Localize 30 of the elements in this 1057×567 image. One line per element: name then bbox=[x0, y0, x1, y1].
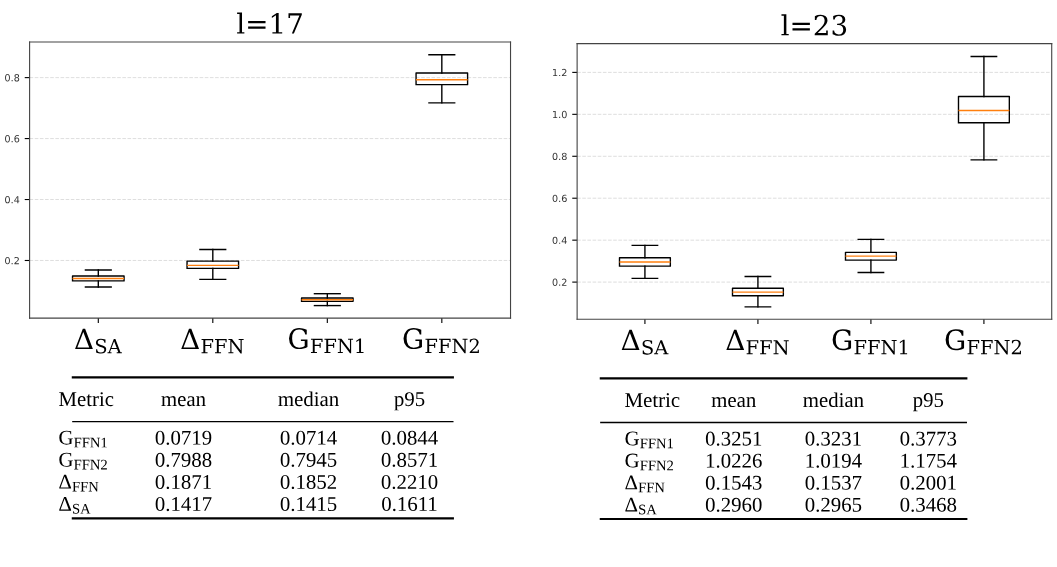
x-tick-label: Δ$_{SA}$ bbox=[75, 328, 122, 354]
text: G$_{FFN2}$ 1.0226 1.0194 1.1754 bbox=[625, 453, 957, 471]
y-tick-label: 1.0 bbox=[553, 110, 567, 119]
text: Δ$_{FFN}$ 0.1543 0.1537 0.2001 bbox=[625, 475, 956, 493]
y-tick-label: 0.4 bbox=[552, 236, 567, 244]
y-tick-label: 0.6 bbox=[552, 194, 567, 203]
text: G$_{FFN1}$ 0.0719 0.0714 0.0844 bbox=[59, 430, 438, 448]
text: G$_{FFN1}$ 0.3251 0.3231 0.3773 bbox=[625, 431, 957, 449]
chart-title: l=23 bbox=[781, 14, 847, 36]
y-tick-label: 0.8 bbox=[5, 74, 20, 82]
x-tick-label: Δ$_{FFN}$ bbox=[726, 329, 789, 355]
text: Δ$_{SA}$ 0.2960 0.2965 0.3468 bbox=[625, 497, 957, 515]
x-tick-label: G$_{FFN2}$ bbox=[945, 329, 1021, 355]
x-tick-label: G$_{FFN2}$ bbox=[403, 328, 479, 354]
y-tick-label: 0.2 bbox=[552, 278, 567, 286]
y-tick-label: 0.4 bbox=[5, 196, 20, 204]
text: Metric mean median p95 bbox=[59, 391, 425, 411]
chart-title: l=17 bbox=[237, 12, 302, 34]
text: G$_{FFN2}$ 0.7988 0.7945 0.8571 bbox=[59, 452, 437, 470]
x-tick-label: Δ$_{SA}$ bbox=[621, 329, 669, 355]
y-tick-label: 0.8 bbox=[552, 152, 567, 161]
y-tick-label: 1.2 bbox=[553, 68, 567, 77]
x-tick-label: G$_{FFN1}$ bbox=[832, 329, 908, 355]
text: Metric mean median p95 bbox=[625, 392, 944, 412]
x-tick-label: Δ$_{FFN}$ bbox=[181, 328, 244, 354]
text: Δ$_{SA}$ 0.1417 0.1415 0.1611 bbox=[59, 496, 437, 514]
x-tick-label: G$_{FFN1}$ bbox=[289, 328, 364, 354]
y-tick-label: 0.2 bbox=[5, 256, 19, 265]
y-tick-label: 0.6 bbox=[5, 135, 20, 143]
text: Δ$_{FFN}$ 0.1871 0.1852 0.2210 bbox=[59, 474, 438, 492]
